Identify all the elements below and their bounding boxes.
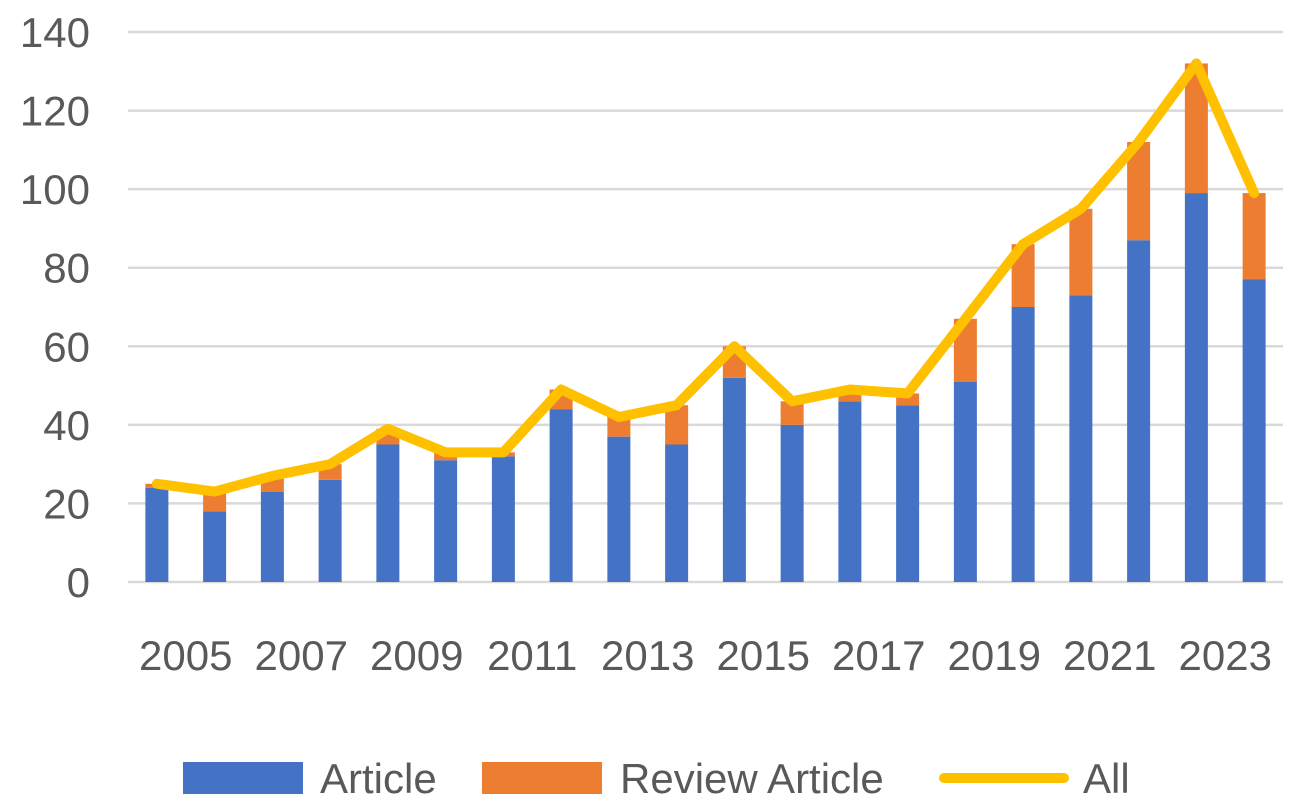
bar-article [723, 378, 746, 582]
x-tick-label: 2007 [255, 632, 348, 679]
bar-article [492, 456, 515, 582]
legend-swatch-article [183, 762, 303, 794]
bar-article [1012, 307, 1035, 582]
x-tick-label: 2015 [717, 632, 810, 679]
y-tick-label: 120 [20, 88, 90, 135]
x-axis: 2005 2007 2009 2011 2013 2015 2017 2019 2021 2023 [139, 632, 1272, 679]
y-tick-label: 100 [20, 166, 90, 213]
bar-article [896, 405, 919, 582]
y-tick-label: 20 [43, 480, 90, 527]
bar-review-article [1069, 209, 1092, 295]
legend-swatch-review-article [482, 762, 602, 794]
legend-label: Review Article [620, 755, 884, 802]
x-tick-label: 2023 [1179, 632, 1272, 679]
x-tick-label: 2013 [601, 632, 694, 679]
bar-article [319, 480, 342, 582]
y-tick-label: 80 [43, 245, 90, 292]
bar-article [1243, 280, 1266, 583]
bar-article [954, 382, 977, 582]
y-tick-label: 60 [43, 323, 90, 370]
y-tick-label: 40 [43, 402, 90, 449]
legend-label: All [1083, 755, 1130, 802]
bar-article [376, 445, 399, 583]
bar-article [1185, 193, 1208, 582]
bar-article [261, 492, 284, 582]
bar-article [838, 401, 861, 582]
bar-article [665, 445, 688, 583]
gridlines [128, 32, 1283, 582]
y-tick-label: 140 [20, 9, 90, 56]
x-tick-label: 2011 [487, 632, 577, 679]
legend: Article Review Article All [183, 755, 1130, 802]
bar-article [550, 409, 573, 582]
x-tick-label: 2021 [1063, 632, 1156, 679]
bar-article [203, 511, 226, 582]
x-tick-label: 2009 [370, 632, 463, 679]
bar-article [145, 488, 168, 582]
legend-label: Article [320, 755, 437, 802]
bar-article [607, 437, 630, 582]
bar-article [1069, 295, 1092, 582]
y-axis: 0 20 40 60 80 100 120 140 [20, 9, 90, 606]
y-tick-label: 0 [67, 559, 90, 606]
bar-article [434, 460, 457, 582]
x-tick-label: 2019 [948, 632, 1041, 679]
x-tick-label: 2017 [832, 632, 925, 679]
bar-article [781, 425, 804, 582]
bar-review-article [1243, 193, 1266, 279]
bar-article [1127, 240, 1150, 582]
x-tick-label: 2005 [139, 632, 232, 679]
